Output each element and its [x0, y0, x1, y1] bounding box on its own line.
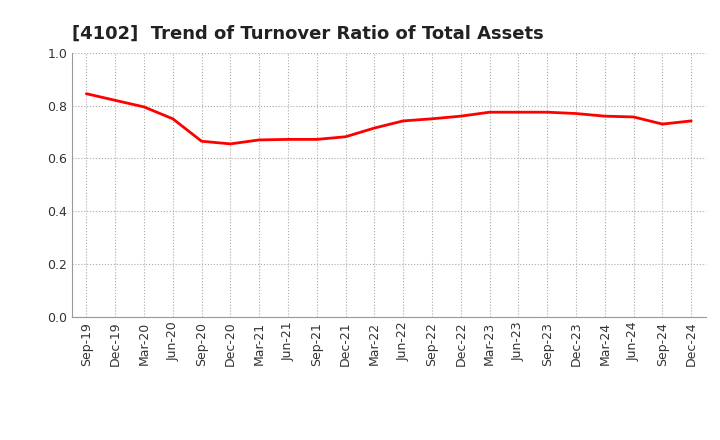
- Text: [4102]  Trend of Turnover Ratio of Total Assets: [4102] Trend of Turnover Ratio of Total …: [72, 25, 544, 43]
